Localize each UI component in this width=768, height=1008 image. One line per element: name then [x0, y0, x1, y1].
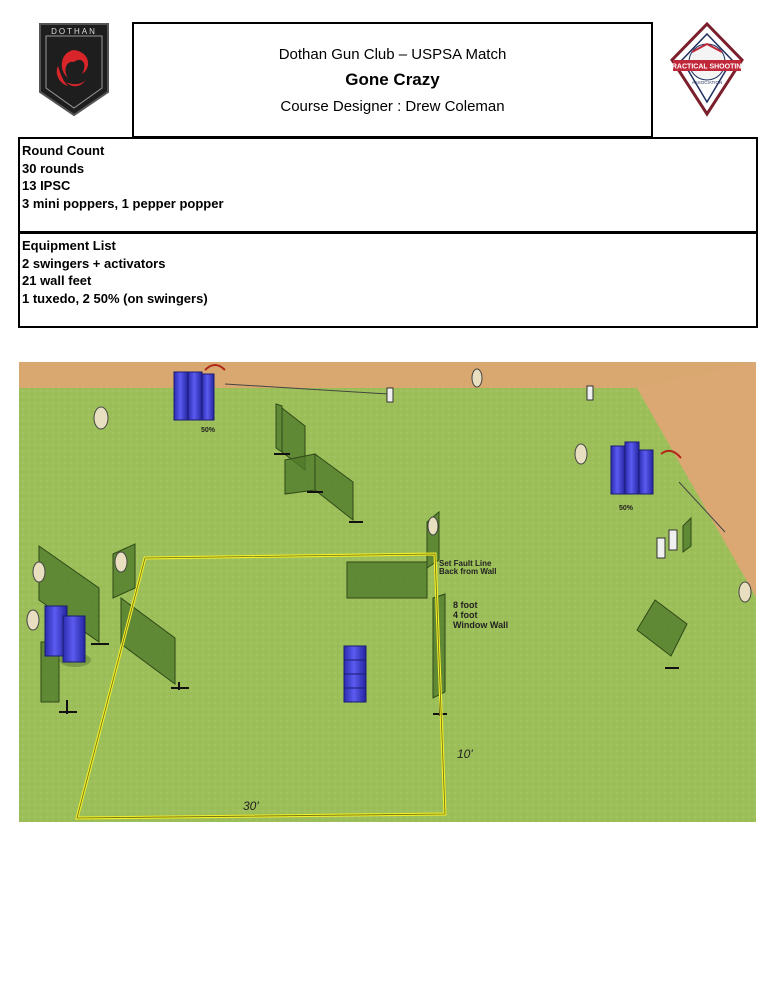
poppers [386, 385, 678, 559]
round-count-heading: Round Count [22, 143, 105, 158]
barrel-stack-left-rear [173, 371, 215, 421]
ipsc-target [427, 516, 439, 536]
dothan-gun-club-logo: DOTHAN [38, 22, 110, 117]
pepper-popper [668, 529, 678, 551]
round-count-line: 3 mini poppers, 1 pepper popper [22, 195, 224, 211]
logo-title-text: DOTHAN [51, 27, 97, 36]
ipsc-target [114, 551, 128, 573]
title-box: Dothan Gun Club – USPSA Match Gone Crazy… [132, 22, 653, 138]
wall-panel [284, 453, 316, 495]
ipsc-target [738, 581, 752, 603]
window-wall-note: Window Wall [453, 620, 508, 630]
wall-panel [120, 597, 176, 685]
window-wall-note: 8 foot [453, 600, 478, 610]
equipment-line: 21 wall feet [22, 273, 92, 288]
uspsa-logo: PRACTICAL SHOOTING ASSOCIATION [667, 21, 747, 118]
equipment-line: 1 tuxedo, 2 50% (on swingers) [22, 290, 208, 306]
ipsc-target [26, 609, 40, 631]
wall-panel [346, 561, 428, 599]
dimension-label: 30' [243, 799, 259, 813]
wall-panel [314, 453, 354, 522]
activator-cable [224, 383, 390, 395]
wall-panel [636, 599, 688, 657]
label-50-percent: 50% [201, 427, 216, 434]
swing-arrow-icon [204, 364, 226, 371]
fault-line-note: Back from Wall [439, 567, 497, 576]
ipsc-target [471, 368, 483, 388]
window-wall-note: 4 foot [453, 610, 478, 620]
equipment-list-box: Equipment List 2 swingers + activators 2… [18, 232, 758, 328]
mini-popper [656, 537, 666, 559]
uspsa-logo-ring-text: ASSOCIATION [692, 80, 722, 85]
ipsc-targets [26, 368, 752, 631]
walls [38, 403, 692, 703]
swing-arrow-icon [660, 449, 682, 459]
ipsc-target [574, 443, 588, 465]
uspsa-logo-text: PRACTICAL SHOOTING [670, 64, 744, 71]
barrel-stack-center [343, 645, 367, 703]
right-berm [637, 362, 756, 597]
ipsc-target [32, 561, 46, 583]
stage-name: Gone Crazy [345, 70, 440, 89]
wall-panel [682, 516, 692, 553]
barrel-stack-right [610, 441, 654, 495]
mini-popper [586, 385, 594, 401]
stage-diagram: 50% 50% Set Fault Line Back from Wall 8 … [19, 362, 756, 822]
back-berm [19, 362, 756, 388]
fault-line-note: Set Fault Line [439, 559, 492, 568]
mini-popper [386, 387, 394, 403]
equipment-line: 2 swingers + activators [22, 255, 166, 271]
equipment-heading: Equipment List [22, 238, 116, 253]
round-count-line: 30 rounds [22, 160, 85, 176]
ipsc-target [93, 406, 109, 430]
label-50-percent: 50% [619, 505, 634, 512]
activator-cable [678, 481, 726, 533]
club-match-title: Dothan Gun Club – USPSA Match [278, 46, 507, 63]
round-count-box: Round Count 30 rounds 13 IPSC 3 mini pop… [18, 137, 758, 233]
round-count-line: 13 IPSC [22, 178, 71, 193]
barrel-stack-left-front [44, 605, 91, 667]
wall-panel [275, 403, 283, 453]
course-designer: Course Designer : Drew Coleman [280, 98, 505, 115]
dimension-label: 10' [457, 747, 473, 761]
